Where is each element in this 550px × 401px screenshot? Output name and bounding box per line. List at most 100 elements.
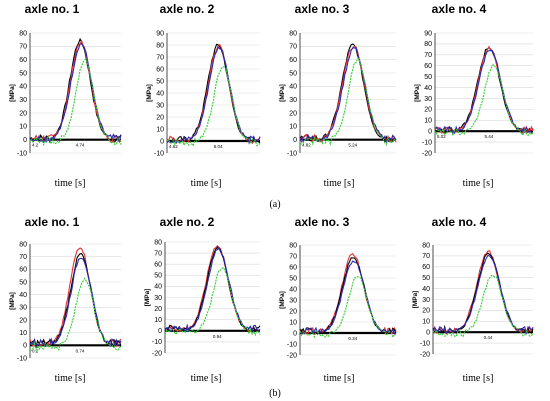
y-tick-label: 10 [19, 330, 27, 337]
y-tick-label: 60 [422, 264, 430, 271]
y-tick-label: 20 [422, 308, 430, 315]
y-tick-label: 70 [154, 250, 162, 257]
series-line [164, 266, 261, 337]
x-start-label: 0.2 [32, 348, 39, 353]
y-tick-label: 30 [156, 102, 164, 109]
x-axis-label: time [s] [324, 373, 355, 384]
y-tick-label: 40 [19, 84, 27, 91]
x-start-label: 4.2 [32, 143, 39, 148]
x-axis-label: time [s] [55, 373, 86, 384]
x-mark-label: 0.94 [213, 334, 222, 339]
y-axis-label: [MPa] [412, 291, 419, 309]
y-tick-label: 50 [289, 275, 297, 282]
series-line [29, 58, 122, 146]
y-tick-label: 40 [19, 292, 27, 299]
y-tick-label: 50 [19, 279, 27, 286]
chart-2: axle no. 2 -10 0 10 20 30 40 50 60 70 80 90 [MPa] 5.0… [146, 2, 261, 189]
chart-4: axle no. 4 -20 -10 0 10 20 30 40 50 60 70 80 90 [MPa]… [414, 2, 534, 189]
series-line [299, 43, 397, 143]
y-tick-label: -10 [287, 341, 297, 348]
y-tick-label: 30 [424, 96, 432, 103]
y-tick-label: 30 [289, 297, 297, 304]
series-line [434, 49, 534, 135]
series-line [29, 43, 122, 144]
y-tick-label: 0 [23, 343, 27, 350]
series-line [29, 277, 122, 353]
y-tick-label: -10 [287, 150, 297, 157]
series-line [166, 65, 261, 147]
y-tick-label: 40 [156, 90, 164, 97]
series-line [299, 46, 397, 144]
x-mark-label: 0.74 [76, 348, 85, 353]
chart-title: axle no. 1 [25, 2, 80, 16]
chart-8: axle no. 4 -20 -10 0 10 20 30 40 50 60 70 80 [MPa] 0.… [412, 215, 534, 384]
y-tick-label: 30 [154, 295, 162, 302]
y-tick-label: 0 [428, 128, 432, 135]
y-axis-label: [MPa] [279, 291, 286, 309]
series-line [299, 260, 397, 336]
y-tick-label: 70 [19, 254, 27, 261]
caption-b: (b) [269, 388, 281, 399]
y-tick-label: 10 [424, 118, 432, 125]
x-axis-label: time [s] [324, 178, 355, 189]
y-tick-label: 20 [289, 308, 297, 315]
y-tick-label: 40 [289, 84, 297, 91]
y-tick-label: 20 [156, 114, 164, 121]
chart-5: axle no. 1 -10 0 10 20 30 40 50 60 70 80 [MPa] 0.74 0… [9, 215, 122, 384]
series-line [432, 254, 534, 336]
x-mark-label: 5.44 [485, 134, 494, 139]
chart-1: axle no. 1 -10 0 10 20 30 40 50 60 70 80 [MPa] 4.74 4… [9, 2, 122, 189]
y-tick-label: 60 [424, 63, 432, 70]
y-tick-label: -10 [420, 340, 430, 347]
chart-title: axle no. 3 [295, 215, 350, 229]
y-tick-label: 60 [289, 264, 297, 271]
charts-group: axle no. 1 -10 0 10 20 30 40 50 60 70 80 [MPa] 4.74 4… [9, 2, 534, 384]
y-tick-label: 70 [424, 52, 432, 59]
chart-title: axle no. 2 [160, 2, 215, 16]
y-tick-label: 0 [293, 330, 297, 337]
y-axis-label: [MPa] [279, 84, 286, 102]
y-tick-label: 10 [422, 319, 430, 326]
chart-title: axle no. 3 [295, 2, 350, 16]
y-tick-label: -10 [422, 139, 432, 146]
chart-title: axle no. 1 [25, 215, 80, 229]
y-tick-label: -10 [17, 355, 27, 362]
chart-7: axle no. 3 -20 -10 0 10 20 30 40 50 60 70 80 [MPa] 0.… [279, 215, 397, 384]
series-line [29, 247, 122, 347]
y-axis-label: [MPa] [414, 84, 421, 102]
y-axis-label: [MPa] [9, 292, 16, 310]
y-tick-label: 0 [293, 137, 297, 144]
y-tick-label: 0 [158, 328, 162, 335]
x-mark-label: 4.74 [76, 143, 85, 148]
series-line [432, 250, 534, 335]
y-tick-label: 90 [424, 30, 432, 37]
y-tick-label: -10 [154, 150, 164, 157]
y-tick-label: 70 [422, 253, 430, 260]
y-tick-label: -20 [287, 352, 297, 359]
y-axis-label: [MPa] [146, 84, 153, 102]
y-tick-label: 0 [23, 137, 27, 144]
series-line [29, 257, 122, 348]
y-tick-label: -10 [17, 150, 27, 157]
y-tick-label: 50 [156, 78, 164, 85]
y-tick-label: 10 [156, 126, 164, 133]
y-tick-label: 10 [289, 124, 297, 131]
x-start-label: 4.82 [302, 143, 311, 148]
y-tick-label: 50 [422, 275, 430, 282]
y-tick-label: 60 [19, 57, 27, 64]
y-tick-label: 40 [289, 286, 297, 293]
y-tick-label: 70 [19, 44, 27, 51]
series-line [299, 57, 397, 146]
x-mark-label: 0.44 [484, 335, 493, 340]
chart-6: axle no. 2 -20 -10 0 10 20 30 40 50 60 70 80 [MPa] 0.… [144, 215, 261, 384]
x-axis-label: time [s] [463, 373, 494, 384]
y-tick-label: 50 [19, 70, 27, 77]
y-axis-label: [MPa] [144, 289, 151, 307]
series-line [299, 275, 397, 339]
y-tick-label: 50 [289, 70, 297, 77]
y-tick-label: 10 [154, 317, 162, 324]
y-tick-label: 60 [19, 267, 27, 274]
y-tick-label: 80 [19, 241, 27, 248]
chart-3: axle no. 3 -10 0 10 20 30 40 50 60 70 80 [MPa] 5.24 4… [279, 2, 397, 189]
